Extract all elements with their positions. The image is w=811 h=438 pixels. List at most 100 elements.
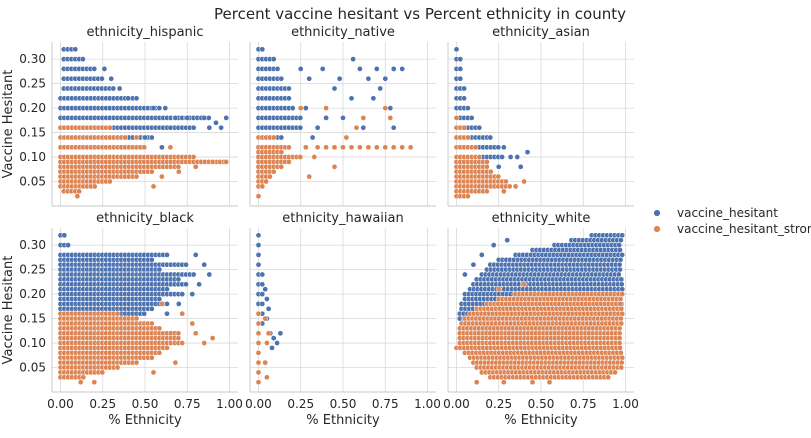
scatter-point [201,261,208,268]
scatter-point [286,85,292,92]
scatter-point [99,369,106,376]
scatter-point [270,168,277,175]
scatter-point [201,115,208,121]
scatter-point [278,149,285,155]
scatter-point [521,178,527,185]
scatter-point [175,335,182,341]
scatter-point [309,134,316,141]
scatter-point [521,281,527,288]
scatter-point [164,345,170,351]
x-tick-label: 0.25 [89,397,116,411]
scatter-point [357,66,363,72]
scatter-point [175,163,182,170]
scatter-point [190,124,197,131]
x-tick-label: 0.25 [485,397,512,411]
scatter-point [465,105,471,111]
y-tick-label: 0.30 [19,52,46,66]
scatter-point [255,310,262,317]
scatter-point [107,178,113,185]
x-tick-label: 0.75 [372,397,399,411]
panel-title: ethnicity_asian [492,25,590,40]
scatter-point [164,286,170,293]
scatter-point [612,369,618,376]
scatter-point [148,305,155,312]
scatter-point [617,247,623,253]
scatter-point [512,183,519,190]
y-tick-label: 0.20 [19,101,46,115]
scatter-point [306,173,313,180]
scatter-point [323,144,329,151]
scatter-point [319,66,326,72]
scatter-point [259,183,266,190]
scatter-point [150,369,157,376]
scatter-point [263,178,269,185]
scatter-point [314,144,321,151]
y-tick-label: 0.05 [19,175,46,189]
scatter-point [360,124,367,131]
scatter-point [495,173,502,180]
y-tick-label: 0.25 [19,263,46,277]
scatter-point [77,379,84,386]
scatter-point [159,144,165,151]
scatter-point [201,340,208,346]
scatter-point [274,340,280,346]
scatter-point [618,315,624,322]
scatter-point [175,168,182,175]
scatter-point [524,149,531,155]
scatter-point [122,134,128,141]
scatter-point [183,281,189,288]
scatter-point [125,95,131,102]
scatter-point [270,134,277,141]
x-tick-label: 0.50 [132,397,159,411]
scatter-point [189,291,196,297]
scatter-point [617,256,624,263]
scatter-point [619,310,626,317]
scatter-point [399,144,406,151]
x-axis-label: % Ethnicity [306,413,380,428]
scatter-point [156,266,163,273]
scatter-point [495,286,502,293]
scatter-point [484,163,490,170]
scatter-point [453,115,460,121]
scatter-point [461,85,467,92]
scatter-point [190,154,197,160]
scatter-point [484,159,490,165]
scatter-point [617,266,623,273]
scatter-point [65,242,71,248]
scatter-point [387,115,394,121]
scatter-point [142,134,148,141]
y-axis-label: Vaccine Hesitant [1,70,16,179]
scatter-point [331,163,338,170]
x-tick-label: 1.00 [414,397,441,411]
scatter-point [255,379,262,386]
scatter-point [618,349,624,356]
scatter-point [390,66,397,72]
scatter-point [206,271,213,278]
scatter-point [133,95,140,102]
scatter-point [487,168,494,175]
scatter-point [490,242,497,248]
x-tick-label: 0.75 [570,397,597,411]
x-axis-label: % Ethnicity [504,413,578,428]
scatter-point [616,242,623,248]
scatter-point [619,252,626,258]
panel-ethnicity_native: ethnicity_native [249,25,436,207]
panels-group: ethnicity_hispanic 0.05 0.10 0.15 0.20 0.25 0.… [1,25,639,428]
y-tick-label: 0.20 [19,287,46,301]
scatter-point [353,124,360,131]
y-tick-label: 0.30 [19,238,46,252]
scatter-point [457,66,464,72]
scatter-point [72,46,79,53]
scatter-point [270,56,277,62]
panel-ethnicity_hispanic: ethnicity_hispanic 0.05 0.10 0.15 0.20 0.25 0.… [1,25,238,207]
scatter-point [255,369,262,376]
scatter-point [340,115,346,121]
scatter-point [108,75,115,82]
scatter-point [133,359,140,366]
panel-title: ethnicity_black [96,211,194,226]
scatter-point [156,105,163,111]
scatter-point [462,271,468,278]
scatter-point [196,281,202,288]
scatter-point [255,320,262,327]
